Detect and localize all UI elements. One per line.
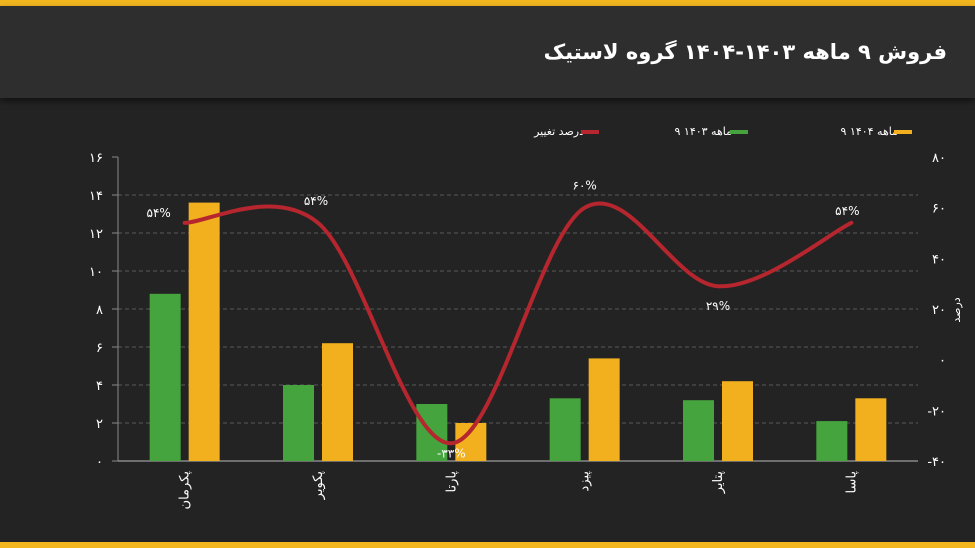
change-data-label: ۲۹% [706,299,730,313]
category-label: پیزد [578,471,593,492]
bar-1403 [549,398,581,461]
legend-swatch [730,130,748,134]
category-label: پتایر [711,471,726,495]
category-label: پارتا [444,471,459,493]
change-data-label: -۳۳% [437,446,466,460]
bar-1403 [149,293,181,461]
header-panel: فروش ۹ ماهه ۱۴۰۳-۱۴۰۴ گروه لاستیک [0,6,975,98]
left-tick-label: ۲ [96,417,103,432]
legend-swatch [894,130,912,134]
bar-1404 [188,202,220,461]
category-label: پکویر [311,471,326,501]
left-tick-label: ۱۶ [89,151,103,166]
left-tick-label: ۰ [96,455,103,470]
change-data-label: ۶۰% [573,179,597,193]
left-tick-label: ۶ [96,341,103,356]
bottom-accent-bar [0,542,975,548]
change-data-label: ۵۴% [147,206,171,220]
change-line [182,201,854,446]
left-tick-label: ۴ [96,379,103,394]
right-tick-label: ۰ [939,354,946,369]
bar-1404 [722,381,753,461]
right-axis-title: درصد [950,297,963,322]
legend-swatch [581,130,599,134]
bar-1404 [322,343,353,461]
left-tick-label: ۸ [96,303,103,318]
left-tick-label: ۱۴ [89,189,103,204]
legend-label: ۹ ماهه ۱۴۰۴ [841,125,899,138]
bar-1403 [283,385,314,461]
legend-label: درصد تغییر [533,125,584,138]
category-label: پکرمان [178,471,193,510]
category-label: پاسا [844,471,859,494]
left-tick-label: ۱۰ [89,265,103,280]
right-tick-label: ۲۰ [932,303,946,318]
bar-1404 [855,398,887,461]
bar-1404 [588,358,620,461]
top-accent-bar [0,0,975,6]
right-tick-label: -۲۰ [927,404,946,419]
bar-1403 [816,421,848,461]
left-tick-label: ۱۲ [89,227,103,242]
legend-label: ۹ ماهه ۱۴۰۳ [675,125,733,138]
right-tick-label: ۶۰ [932,202,946,217]
chart-title: فروش ۹ ماهه ۱۴۰۳-۱۴۰۴ گروه لاستیک [543,40,947,64]
right-tick-label: -۴۰ [927,455,946,470]
bar-1403 [683,400,714,461]
right-tick-label: ۸۰ [932,151,946,166]
change-data-label: ۵۴% [304,194,328,208]
change-data-label: ۵۴% [835,204,859,218]
right-tick-label: ۴۰ [932,252,946,267]
